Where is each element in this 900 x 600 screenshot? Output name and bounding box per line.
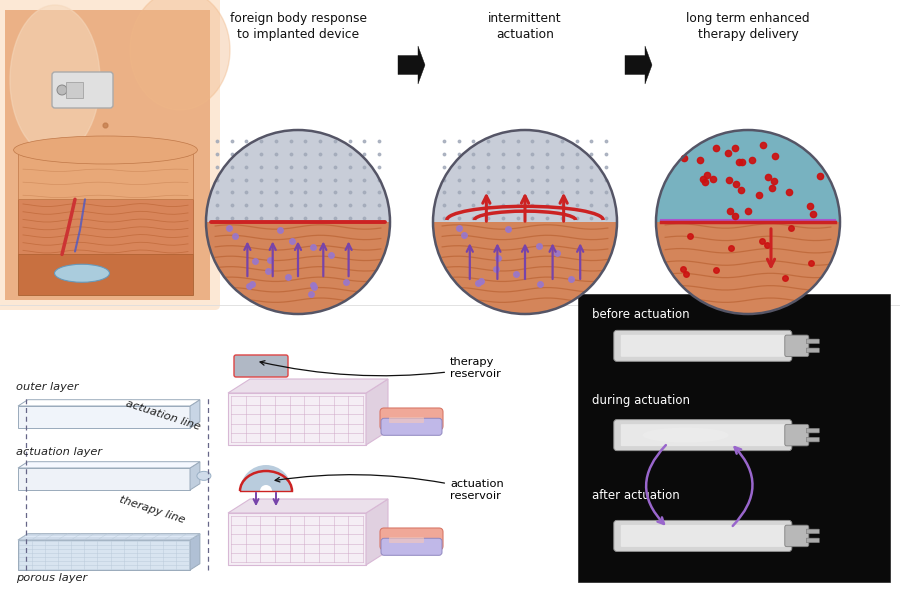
FancyBboxPatch shape xyxy=(578,294,890,582)
FancyBboxPatch shape xyxy=(614,331,792,361)
Text: during actuation: during actuation xyxy=(592,394,690,407)
FancyBboxPatch shape xyxy=(806,348,819,353)
Ellipse shape xyxy=(55,264,110,282)
FancyBboxPatch shape xyxy=(433,222,617,319)
Text: actuation
reservoir: actuation reservoir xyxy=(275,475,504,501)
Polygon shape xyxy=(190,400,200,428)
FancyBboxPatch shape xyxy=(785,525,809,547)
Polygon shape xyxy=(18,462,200,468)
PathPatch shape xyxy=(625,46,652,84)
Circle shape xyxy=(433,130,617,314)
Text: actuation layer: actuation layer xyxy=(16,446,102,457)
Ellipse shape xyxy=(643,428,729,443)
FancyBboxPatch shape xyxy=(656,222,840,319)
FancyBboxPatch shape xyxy=(621,424,785,446)
FancyBboxPatch shape xyxy=(806,339,819,344)
Text: outer layer: outer layer xyxy=(16,382,78,392)
Ellipse shape xyxy=(197,472,211,481)
FancyBboxPatch shape xyxy=(806,437,819,442)
FancyBboxPatch shape xyxy=(389,417,424,423)
FancyBboxPatch shape xyxy=(614,520,792,551)
FancyBboxPatch shape xyxy=(785,424,809,446)
FancyBboxPatch shape xyxy=(433,122,617,224)
FancyBboxPatch shape xyxy=(66,82,83,98)
Circle shape xyxy=(656,130,840,314)
Text: porous layer: porous layer xyxy=(16,573,87,583)
Polygon shape xyxy=(228,499,388,513)
FancyBboxPatch shape xyxy=(806,428,819,433)
FancyBboxPatch shape xyxy=(52,72,113,108)
Polygon shape xyxy=(18,406,190,428)
FancyBboxPatch shape xyxy=(381,538,442,556)
FancyBboxPatch shape xyxy=(621,525,785,547)
Polygon shape xyxy=(18,534,200,540)
Wedge shape xyxy=(206,130,390,222)
Polygon shape xyxy=(366,499,388,565)
Polygon shape xyxy=(228,393,366,445)
FancyBboxPatch shape xyxy=(785,335,809,356)
Text: foreign body response
to implanted device: foreign body response to implanted devic… xyxy=(230,12,366,41)
FancyBboxPatch shape xyxy=(621,335,785,357)
Text: intermittent
actuation: intermittent actuation xyxy=(488,12,562,41)
FancyBboxPatch shape xyxy=(381,418,442,436)
Wedge shape xyxy=(240,465,292,491)
FancyBboxPatch shape xyxy=(206,222,390,319)
Text: actuation line: actuation line xyxy=(124,398,202,431)
Ellipse shape xyxy=(14,136,197,164)
FancyBboxPatch shape xyxy=(234,355,288,377)
FancyBboxPatch shape xyxy=(380,408,443,430)
Ellipse shape xyxy=(10,5,100,155)
Polygon shape xyxy=(366,379,388,445)
FancyBboxPatch shape xyxy=(614,419,792,451)
FancyBboxPatch shape xyxy=(18,199,193,254)
FancyBboxPatch shape xyxy=(656,120,840,222)
Text: therapy
reservoir: therapy reservoir xyxy=(260,357,501,379)
Circle shape xyxy=(206,130,390,314)
Text: before actuation: before actuation xyxy=(592,308,689,320)
FancyBboxPatch shape xyxy=(389,537,424,543)
FancyBboxPatch shape xyxy=(806,529,819,534)
Polygon shape xyxy=(228,513,366,565)
FancyBboxPatch shape xyxy=(0,0,220,310)
FancyBboxPatch shape xyxy=(206,122,390,224)
Polygon shape xyxy=(190,462,200,490)
FancyBboxPatch shape xyxy=(806,538,819,543)
Text: therapy line: therapy line xyxy=(118,494,186,524)
Polygon shape xyxy=(18,540,190,570)
FancyBboxPatch shape xyxy=(18,150,193,199)
Text: after actuation: after actuation xyxy=(592,489,680,502)
Circle shape xyxy=(57,85,67,95)
Polygon shape xyxy=(190,534,200,570)
FancyBboxPatch shape xyxy=(380,528,443,550)
FancyBboxPatch shape xyxy=(18,254,193,295)
Text: long term enhanced
therapy delivery: long term enhanced therapy delivery xyxy=(686,12,810,41)
Ellipse shape xyxy=(130,0,230,110)
PathPatch shape xyxy=(5,10,210,300)
Polygon shape xyxy=(18,468,190,490)
PathPatch shape xyxy=(398,46,425,84)
Polygon shape xyxy=(18,400,200,406)
Polygon shape xyxy=(228,379,388,393)
